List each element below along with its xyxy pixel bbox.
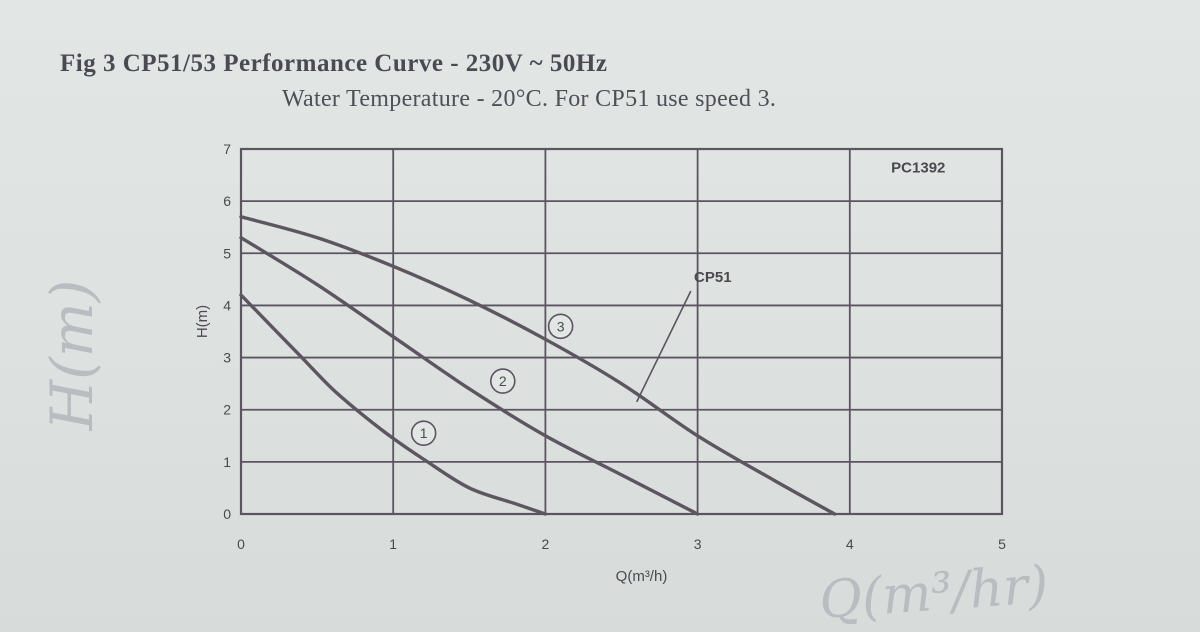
x-tick-label: 1 (389, 536, 397, 552)
speed-marker-label: 2 (499, 373, 507, 389)
speed-marker-label: 3 (557, 318, 565, 334)
y-tick-label: 0 (223, 506, 231, 522)
figure-title: Fig 3 CP51/53 Performance Curve - 230V ~… (60, 50, 608, 77)
x-tick-label: 2 (542, 536, 550, 552)
y-tick-label: 5 (223, 245, 231, 261)
y-tick-label: 1 (223, 454, 231, 470)
x-axis-label: Q(m³/h) (616, 568, 668, 585)
x-tick-label: 4 (846, 536, 854, 552)
annotation-pc1392: PC1392 (891, 159, 945, 176)
speed-marker-label: 1 (420, 425, 428, 441)
chart-curve-markers: 1 2 3 (410, 313, 574, 446)
handwritten-x-label: Q(m³/hr) (817, 555, 1050, 631)
y-tick-label: 6 (223, 193, 231, 209)
figure-subtitle: Water Temperature - 20°C. For CP51 use s… (282, 86, 777, 112)
chart-axis-labels: Q(m³/h) H(m) (194, 305, 667, 585)
y-tick-label: 2 (223, 402, 231, 418)
y-tick-label: 4 (223, 297, 231, 313)
chart-ticks: 0 1 2 3 4 5 6 7 0 1 2 3 4 5 (223, 141, 1006, 552)
x-tick-label: 3 (694, 536, 702, 552)
curve-speed-1 (239, 293, 548, 516)
x-tick-label: 0 (237, 536, 245, 552)
annotation-cp51: CP51 (694, 269, 732, 286)
curve-speed-2 (239, 235, 700, 516)
chart-annotations: PC1392 CP51 (636, 159, 945, 403)
handwritten-y-label: H(m) (38, 280, 106, 432)
chart-curves (239, 215, 837, 516)
plot-frame (239, 147, 1004, 516)
y-tick-label: 3 (223, 350, 231, 366)
handwritten-notes: H(m) Q(m³/hr) (38, 280, 1050, 631)
speed-marker-circle (410, 420, 437, 446)
x-tick-label: 5 (998, 536, 1006, 552)
annotation-leader-line (636, 290, 692, 403)
curve-speed-3 (239, 215, 837, 516)
speed-marker-circle (547, 313, 574, 340)
y-tick-label: 7 (223, 141, 231, 157)
speed-marker-circle (489, 368, 516, 394)
y-axis-label: H(m) (194, 305, 211, 338)
chart-grid (239, 147, 1004, 516)
